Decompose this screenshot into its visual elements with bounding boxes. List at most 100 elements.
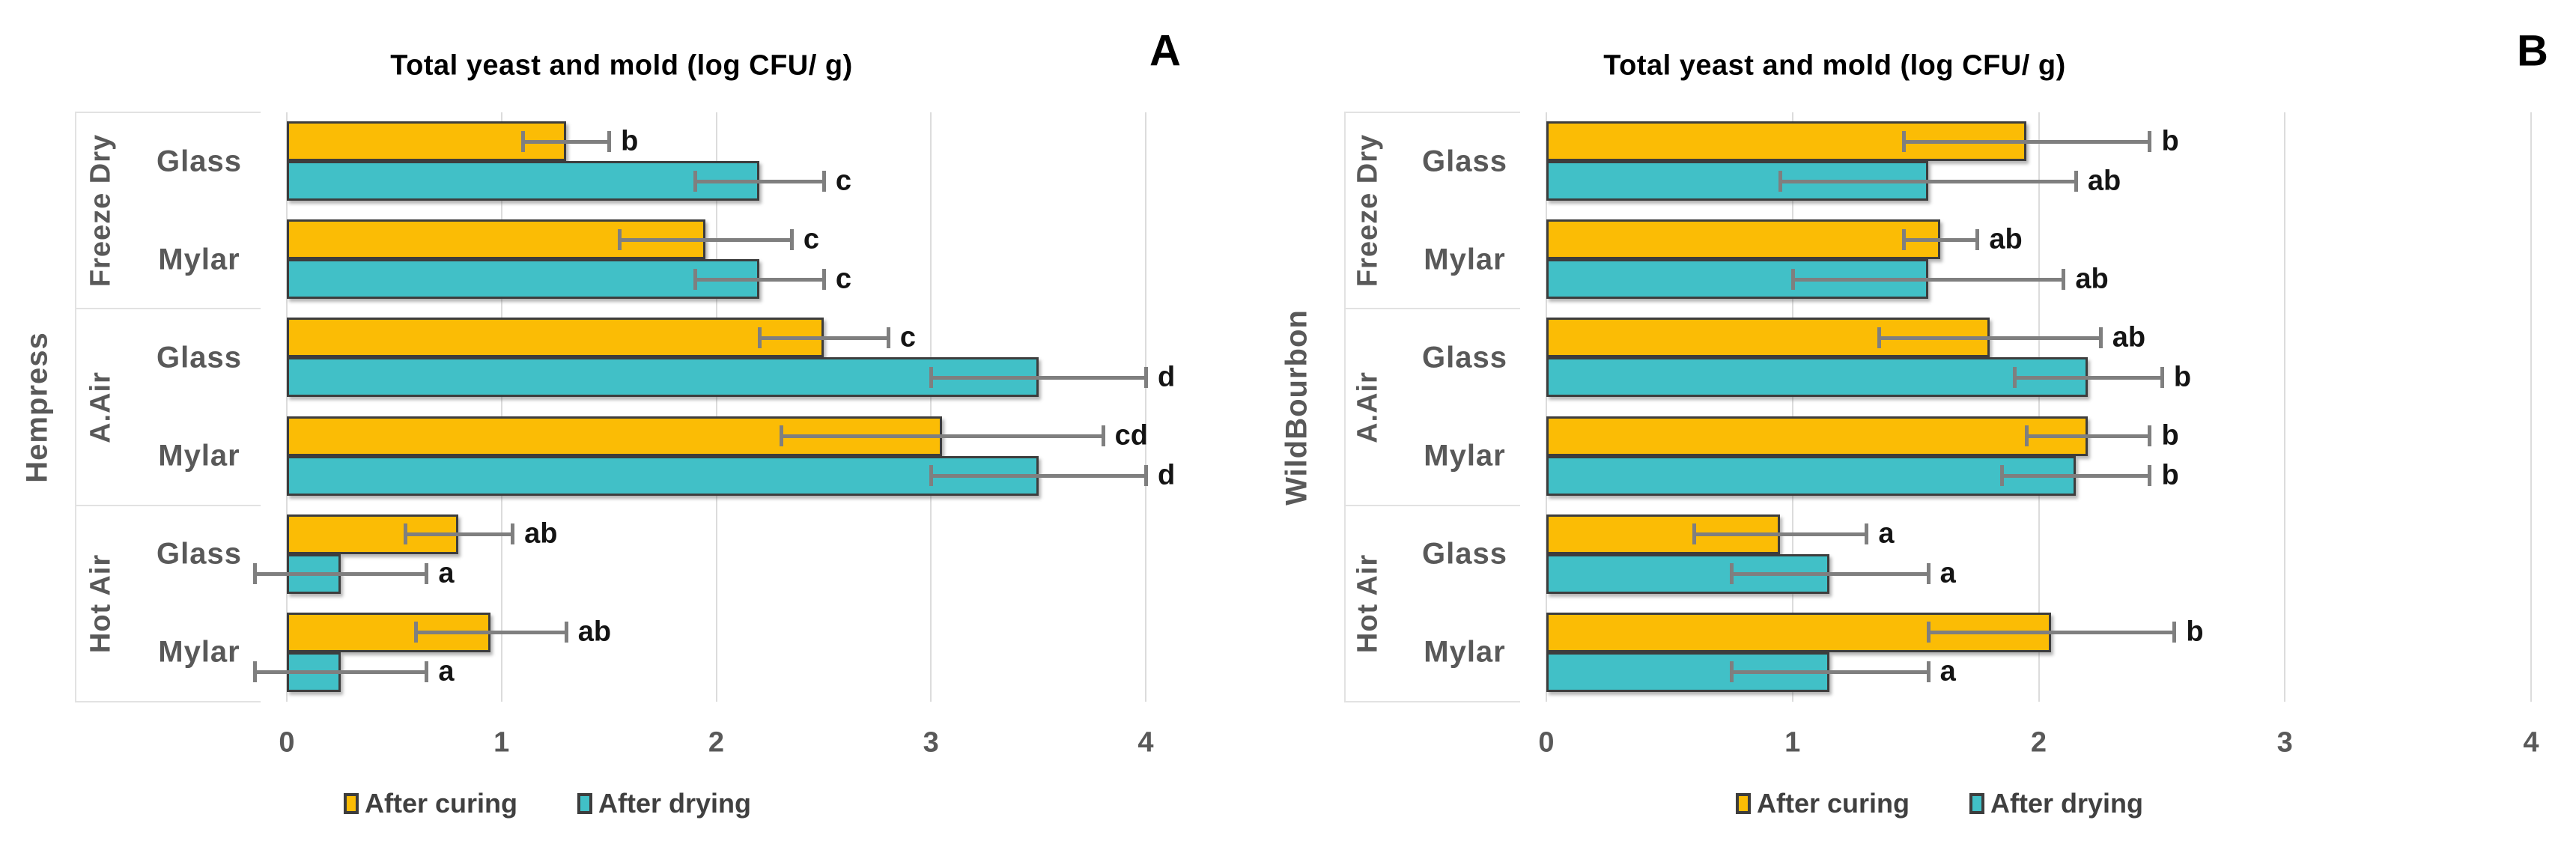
group-label: Hot Air — [1352, 553, 1384, 653]
legend-marker-after-curing — [343, 793, 359, 814]
x-tick-label: 1 — [493, 726, 510, 759]
error-bar-cap — [1144, 366, 1148, 388]
error-bar — [1792, 277, 2064, 282]
error-bar — [2014, 375, 2162, 380]
error-bar-cap — [1877, 327, 1881, 348]
x-tick-label: 4 — [2523, 726, 2539, 759]
error-bar — [254, 670, 427, 675]
group-label: A.Air — [85, 371, 117, 443]
sig-letter: c — [899, 321, 917, 353]
sig-letter: a — [1939, 655, 1956, 687]
error-bar — [931, 474, 1146, 478]
legend-item: After curing — [1735, 788, 1910, 819]
category-frame-line — [75, 112, 261, 113]
legend-marker-after-drying — [1969, 793, 1984, 814]
x-gridline — [715, 112, 717, 702]
error-bar — [1694, 532, 1867, 537]
error-bar-cap — [564, 622, 568, 643]
species-axis-label: WildBourbon — [1280, 309, 1313, 506]
x-tick-label: 3 — [2276, 726, 2293, 759]
error-bar-cap — [1790, 268, 1795, 290]
error-bar-cap — [1144, 465, 1148, 486]
subgroup-label: Mylar — [158, 635, 240, 669]
error-bar-cap — [1901, 228, 1906, 250]
group-label: A.Air — [1352, 371, 1384, 443]
error-bar — [2002, 474, 2150, 478]
bar-after-curing — [1546, 121, 2027, 161]
bar-after-drying — [1546, 357, 2089, 398]
error-bar-cap — [2062, 268, 2066, 290]
subgroup-label: Mylar — [1424, 439, 1506, 473]
group-label: Freeze Dry — [85, 133, 117, 288]
error-bar-cap — [618, 228, 622, 250]
bar-after-curing — [287, 219, 706, 260]
sig-letter: ab — [524, 517, 558, 550]
sig-letter: c — [803, 223, 819, 255]
x-gridline — [1145, 112, 1146, 702]
error-bar-cap — [1692, 523, 1697, 545]
species-axis-label: Hempress — [20, 331, 54, 483]
bar-after-curing — [287, 121, 566, 161]
error-bar-cap — [1901, 130, 1906, 152]
sig-letter: a — [1939, 557, 1956, 589]
x-tick-label: 2 — [2030, 726, 2047, 759]
subgroup-label: Glass — [1422, 537, 1507, 571]
bar-after-drying — [1546, 455, 2076, 496]
error-bar-cap — [886, 327, 890, 348]
error-bar-cap — [1101, 425, 1105, 446]
sig-letter: c — [835, 165, 852, 196]
error-bar-cap — [929, 465, 934, 486]
error-bar-cap — [1778, 170, 1783, 192]
sig-letter: b — [621, 125, 639, 157]
category-frame-line — [1344, 701, 1520, 702]
error-bar-cap — [2160, 366, 2164, 388]
sig-letter: cd — [1114, 419, 1148, 452]
bar-after-curing — [287, 318, 824, 358]
error-bar-cap — [414, 622, 419, 643]
bar-after-drying — [287, 259, 759, 300]
chart-title: Total yeast and mold (log CFU/ g) — [390, 49, 853, 82]
legend-marker-after-drying — [577, 793, 592, 814]
error-bar — [1903, 139, 2150, 144]
category-frame-line — [1344, 504, 1520, 506]
error-bar-cap — [425, 661, 429, 683]
error-bar — [1928, 631, 2175, 635]
error-bar — [1731, 670, 1928, 675]
error-bar-cap — [929, 366, 934, 388]
error-bar — [694, 277, 824, 282]
category-frame-line — [1344, 112, 1346, 702]
chart-title: Total yeast and mold (log CFU/ g) — [1603, 49, 2066, 82]
group-label: Hot Air — [85, 553, 117, 653]
subgroup-label: Glass — [157, 145, 242, 178]
error-bar-cap — [252, 661, 257, 683]
error-bar — [2026, 434, 2150, 438]
error-bar — [619, 237, 792, 242]
subgroup-label: Mylar — [158, 243, 240, 276]
error-bar — [254, 572, 427, 577]
x-tick-label: 2 — [708, 726, 725, 759]
error-bar-cap — [2025, 425, 2029, 446]
x-tick-label: 0 — [279, 726, 295, 759]
legend-item: After drying — [1969, 788, 2143, 819]
error-bar — [931, 375, 1146, 380]
sig-letter: ab — [2087, 165, 2121, 196]
bar-after-curing — [1546, 318, 1990, 358]
x-gridline — [2530, 112, 2532, 702]
error-bar-cap — [607, 130, 612, 152]
x-gridline — [500, 112, 502, 702]
error-bar-cap — [1926, 622, 1931, 643]
panel-label: B — [2517, 26, 2548, 76]
bar-after-curing — [1546, 416, 2089, 456]
legend-label: After drying — [1990, 788, 2144, 819]
x-gridline — [2284, 112, 2286, 702]
legend: After curing After drying — [1735, 788, 2143, 819]
x-tick-label: 4 — [1137, 726, 1154, 759]
error-bar — [523, 139, 610, 144]
subgroup-label: Mylar — [158, 439, 240, 473]
subgroup-label: Mylar — [1424, 243, 1506, 276]
error-bar — [694, 179, 824, 183]
error-bar-cap — [425, 563, 429, 585]
error-bar — [1780, 179, 2076, 183]
legend-label: After drying — [598, 788, 752, 819]
